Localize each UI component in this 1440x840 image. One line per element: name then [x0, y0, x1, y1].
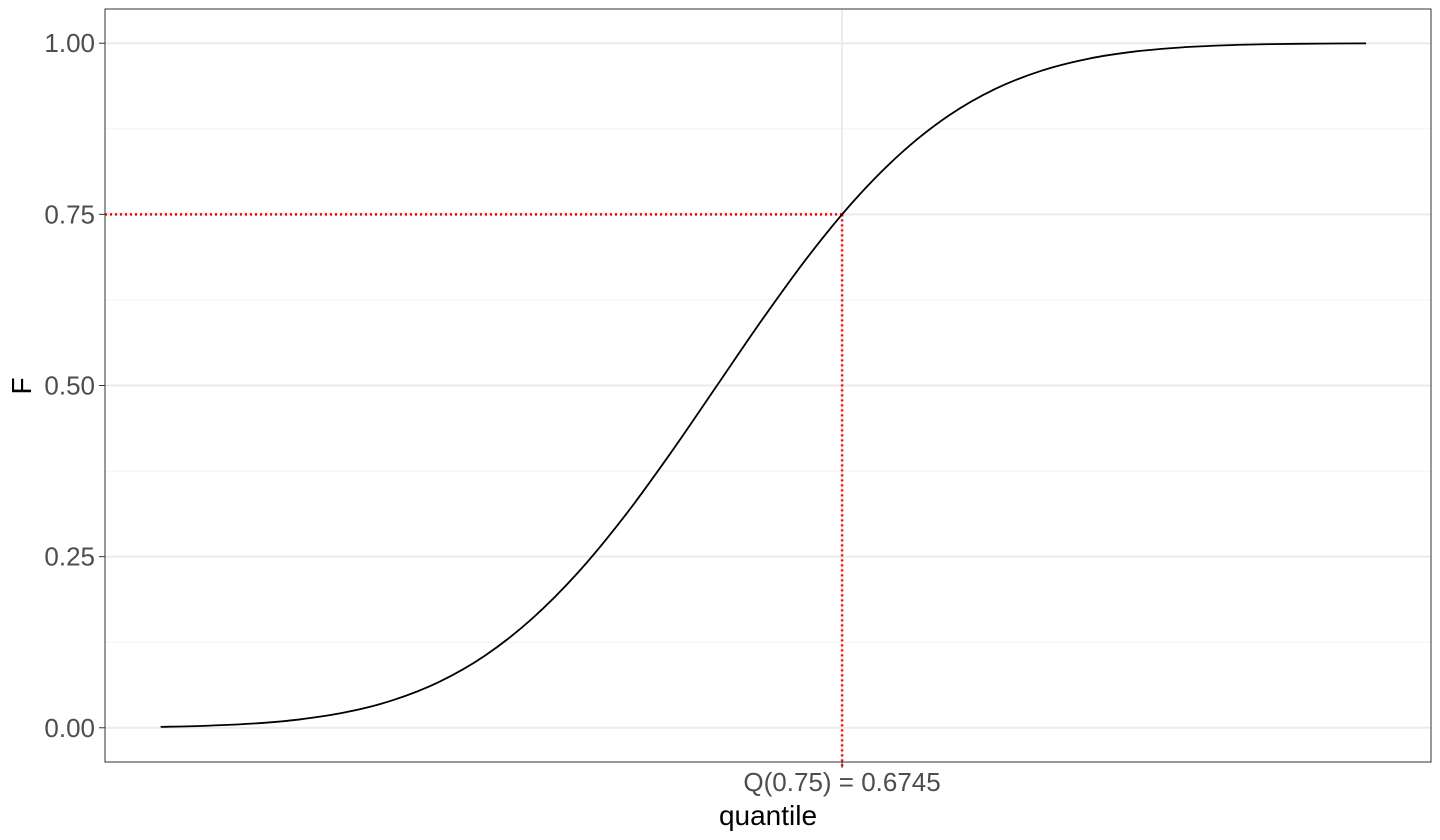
y-tick-label: 0.25	[44, 542, 95, 572]
y-tick-label: 0.50	[44, 371, 95, 401]
y-tick-label: 0.75	[44, 199, 95, 229]
y-tick-label: 1.00	[44, 28, 95, 58]
y-tick-label: 0.00	[44, 713, 95, 743]
x-axis-title: quantile	[719, 800, 817, 831]
x-tick-label: Q(0.75) = 0.6745	[743, 767, 940, 797]
y-axis: 0.00 0.25 0.50 0.75 1.00	[44, 28, 105, 743]
x-axis: Q(0.75) = 0.6745	[743, 762, 941, 797]
cdf-curve	[160, 42, 1367, 728]
y-axis-title: F	[6, 377, 37, 394]
minor-gridlines	[105, 128, 1431, 643]
reference-lines	[105, 213, 844, 768]
